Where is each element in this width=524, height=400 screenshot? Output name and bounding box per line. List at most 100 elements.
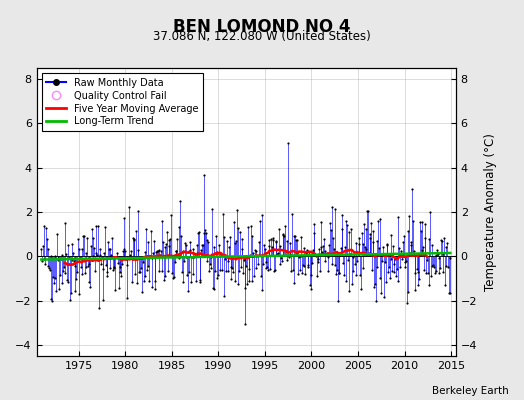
Point [400, 259, 409, 265]
Point [353, 257, 362, 264]
Point [233, 207, 241, 213]
Point [170, 274, 178, 281]
Point [59, 268, 67, 274]
Point [178, 269, 186, 275]
Point [122, 256, 130, 262]
Point [255, 239, 264, 245]
Point [206, 265, 215, 271]
Point [78, 271, 86, 277]
Point [423, 257, 431, 263]
Point [363, 208, 372, 214]
Point [303, 262, 312, 268]
Point [97, 261, 105, 268]
Point [349, 254, 357, 260]
Point [40, 256, 49, 263]
Point [65, 255, 73, 262]
Point [39, 243, 47, 250]
Point [43, 263, 52, 269]
Point [358, 241, 367, 248]
Point [413, 282, 422, 288]
Point [368, 239, 377, 246]
Point [321, 248, 330, 254]
Point [402, 258, 410, 264]
Point [152, 248, 160, 255]
Point [404, 228, 412, 234]
Point [242, 263, 250, 270]
Point [384, 269, 392, 275]
Point [258, 287, 267, 294]
Point [57, 280, 66, 286]
Point [271, 239, 280, 246]
Point [210, 286, 219, 292]
Point [334, 298, 342, 304]
Point [376, 216, 384, 223]
Point [348, 268, 357, 274]
Point [42, 224, 50, 231]
Point [96, 252, 104, 259]
Point [192, 250, 201, 256]
Point [103, 268, 112, 275]
Point [344, 257, 352, 263]
Point [185, 238, 194, 245]
Point [178, 278, 187, 285]
Point [434, 250, 442, 257]
Point [267, 236, 275, 242]
Point [50, 280, 58, 286]
Point [104, 238, 112, 245]
Point [411, 286, 420, 293]
Point [105, 265, 114, 271]
Point [340, 271, 348, 278]
Point [71, 262, 79, 269]
Point [391, 256, 399, 262]
Point [440, 234, 448, 241]
Point [62, 251, 70, 257]
Point [72, 276, 81, 282]
Point [278, 258, 286, 264]
Point [383, 242, 391, 248]
Point [174, 224, 183, 230]
Point [150, 238, 158, 244]
Point [73, 236, 82, 242]
Point [189, 246, 197, 252]
Point [99, 266, 107, 272]
Point [188, 254, 196, 260]
Point [280, 232, 288, 239]
Point [100, 250, 108, 256]
Point [268, 234, 277, 241]
Point [289, 267, 297, 274]
Point [423, 269, 432, 276]
Point [155, 246, 163, 253]
Point [337, 212, 346, 218]
Point [37, 246, 46, 252]
Point [116, 264, 125, 271]
Point [200, 230, 209, 236]
Point [105, 246, 113, 252]
Point [273, 251, 281, 257]
Point [160, 277, 168, 283]
Point [444, 289, 453, 296]
Point [276, 261, 284, 267]
Point [176, 198, 184, 204]
Point [357, 286, 365, 292]
Point [390, 268, 399, 275]
Point [244, 223, 252, 230]
Point [367, 220, 375, 227]
Point [354, 250, 362, 256]
Point [123, 262, 132, 268]
Point [47, 253, 55, 259]
Point [250, 273, 258, 279]
Point [299, 262, 307, 268]
Point [392, 273, 400, 279]
Point [358, 230, 366, 236]
Point [352, 272, 361, 278]
Point [297, 252, 305, 259]
Point [255, 252, 263, 258]
Point [210, 244, 218, 250]
Point [338, 226, 346, 232]
Point [80, 233, 88, 240]
Point [365, 231, 374, 237]
Point [99, 296, 107, 303]
Point [369, 227, 378, 234]
Point [302, 247, 311, 253]
Point [139, 258, 147, 265]
